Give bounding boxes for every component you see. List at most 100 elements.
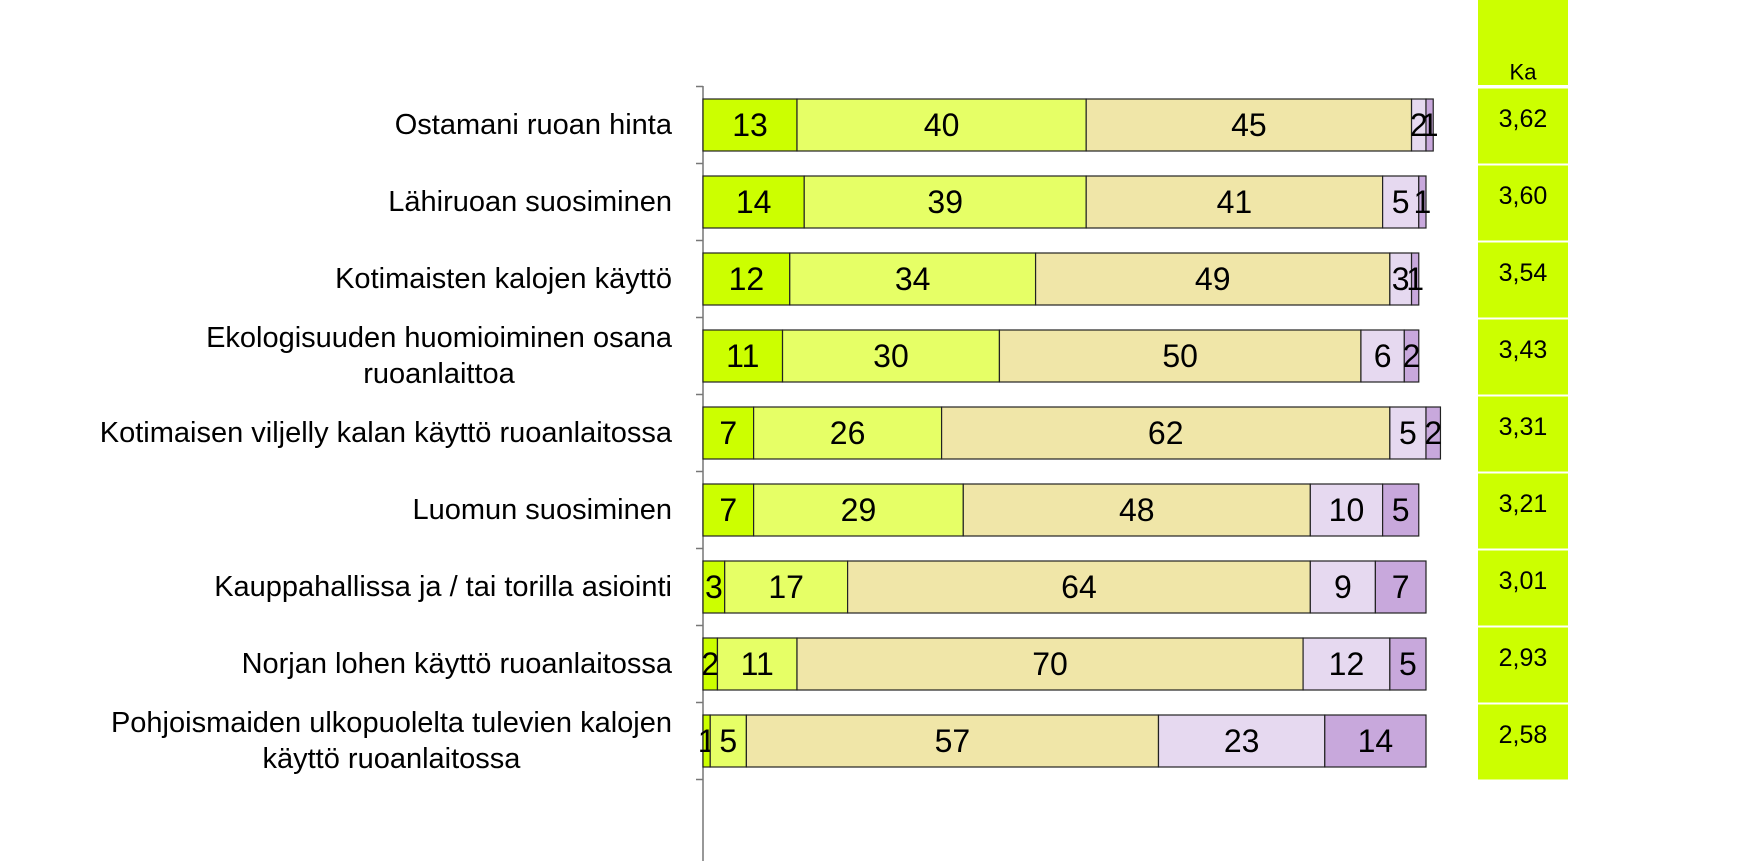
data-label: 12: [729, 261, 765, 297]
data-label: 5: [1399, 646, 1417, 682]
bar-segment: [724, 560, 849, 614]
data-label: 14: [736, 184, 772, 220]
bar-segment: [781, 329, 1001, 383]
category-text: Pohjoismaiden ulkopuolelta tulevien kalo…: [110, 707, 672, 775]
data-label: 3: [705, 569, 723, 605]
data-label: 49: [1195, 261, 1231, 297]
table-header: Ka: [1510, 60, 1538, 85]
table-cell: [1478, 396, 1568, 472]
bar-segment: [796, 637, 1304, 691]
bar-segment: [940, 406, 1391, 460]
data-label: 13: [732, 107, 768, 143]
bar-segment: [702, 175, 805, 229]
bar-segment: [962, 483, 1311, 537]
table-cell: [1478, 88, 1568, 164]
table-value: 3,62: [1499, 105, 1548, 133]
table-value: 2,93: [1499, 644, 1548, 672]
data-label: 1: [1406, 261, 1424, 297]
data-label: 34: [895, 261, 931, 297]
category-text: Norjan lohen käyttö ruoanlaitossa: [241, 648, 672, 680]
bar-segment: [1389, 406, 1427, 460]
category-label: Norjan lohen käyttö ruoanlaitossa: [0, 646, 672, 682]
table-cell: [1478, 242, 1568, 318]
data-label: 26: [830, 415, 866, 451]
data-label: 39: [927, 184, 963, 220]
table-value: 3,54: [1499, 259, 1548, 287]
table-cell: [1478, 165, 1568, 241]
bar-segment: [1403, 329, 1420, 383]
data-label: 11: [726, 338, 759, 374]
bar-segment: [702, 98, 798, 152]
data-label: 2: [1424, 415, 1442, 451]
data-label: 3: [1392, 261, 1410, 297]
bar-segment: [753, 406, 943, 460]
category-label: Lähiruoan suosiminen: [0, 184, 672, 220]
category-label: Kotimaisten kalojen käyttö: [0, 261, 672, 297]
bar-segment: [753, 483, 964, 537]
data-label: 5: [1399, 415, 1417, 451]
data-label: 45: [1231, 107, 1267, 143]
bar-segment: [998, 329, 1362, 383]
data-label: 7: [1392, 569, 1410, 605]
table-value: 3,01: [1499, 567, 1548, 595]
bar-segment: [1410, 252, 1420, 306]
bar-segment: [1418, 175, 1427, 229]
bar-segment: [1157, 714, 1326, 768]
table-cell: [1478, 550, 1568, 626]
table-cell: [1478, 627, 1568, 703]
data-label: 9: [1334, 569, 1352, 605]
data-label: 11: [741, 646, 774, 682]
data-label: 29: [841, 492, 877, 528]
data-label: 30: [873, 338, 909, 374]
table-header-cell: [1478, 0, 1568, 85]
category-text: Ostamani ruoan hinta: [394, 109, 672, 141]
data-label: 7: [719, 415, 737, 451]
table-value: 3,31: [1499, 413, 1548, 441]
data-label: 64: [1061, 569, 1097, 605]
bar-segment: [1085, 175, 1384, 229]
data-label: 1: [1421, 107, 1439, 143]
bar-segment: [1389, 637, 1427, 691]
table-value: 2,58: [1499, 721, 1548, 749]
data-label: 23: [1224, 723, 1260, 759]
data-label: 12: [1329, 646, 1365, 682]
category-label: Kotimaisen viljelly kalan käyttö ruoanla…: [0, 415, 672, 451]
data-label: 5: [1392, 184, 1410, 220]
bar-segment: [1324, 714, 1427, 768]
data-label: 57: [935, 723, 971, 759]
table-value: 3,60: [1499, 182, 1548, 210]
category-label: Luomun suosiminen: [0, 492, 672, 528]
data-label: 14: [1358, 723, 1394, 759]
data-label: 40: [924, 107, 960, 143]
data-label: 50: [1162, 338, 1198, 374]
bar-segment: [1034, 252, 1391, 306]
bar-segment: [1382, 175, 1420, 229]
bar-segment: [1302, 637, 1391, 691]
category-label: Kauppahallissa ja / tai torilla asiointi: [0, 569, 672, 605]
data-label: 6: [1374, 338, 1392, 374]
bar-segment: [702, 483, 755, 537]
bar-segment: [745, 714, 1160, 768]
data-label: 2: [1410, 107, 1428, 143]
data-label: 1: [1413, 184, 1431, 220]
data-label: 5: [719, 723, 737, 759]
data-label: 7: [719, 492, 737, 528]
bar-segment: [1309, 483, 1384, 537]
data-label: 48: [1119, 492, 1155, 528]
category-text: Lähiruoan suosiminen: [388, 186, 672, 218]
category-text: Kauppahallissa ja / tai torilla asiointi: [214, 571, 672, 603]
category-text: Kotimaisen viljelly kalan käyttö ruoanla…: [99, 417, 672, 449]
bar-segment: [702, 329, 784, 383]
table-cell: [1478, 319, 1568, 395]
data-label: 5: [1392, 492, 1410, 528]
table-value: 3,43: [1499, 336, 1548, 364]
table-cell: [1478, 473, 1568, 549]
data-label: 41: [1217, 184, 1253, 220]
table-value: 3,21: [1499, 490, 1548, 518]
data-label: 10: [1329, 492, 1365, 528]
bar-segment: [709, 714, 747, 768]
data-label: 17: [768, 569, 804, 605]
bar-segment: [803, 175, 1087, 229]
